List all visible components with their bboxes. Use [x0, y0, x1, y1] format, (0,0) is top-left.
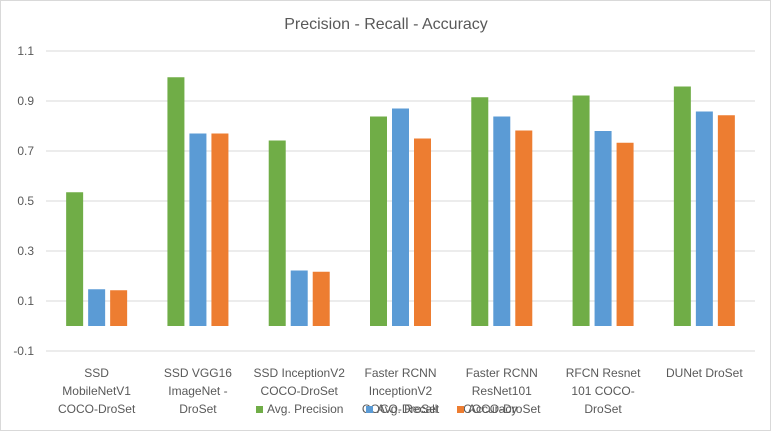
- category-label: RFCN Resnet: [566, 366, 641, 380]
- category-label: MobileNetV1: [62, 384, 131, 398]
- bar: [189, 133, 207, 326]
- category-label: DUNet DroSet: [666, 366, 743, 380]
- bar: [572, 95, 590, 326]
- category-label: DroSet: [179, 402, 217, 416]
- legend: Avg. Precision Avg. Recall Accuracy: [256, 402, 517, 416]
- bar: [616, 142, 634, 326]
- y-tick-label: -0.1: [13, 344, 34, 358]
- bar: [594, 131, 612, 326]
- bar: [88, 289, 106, 326]
- category-label: 101 COCO-: [571, 384, 634, 398]
- legend-swatch: [457, 406, 464, 413]
- legend-swatch: [256, 406, 263, 413]
- bar: [370, 116, 387, 326]
- legend-swatch: [366, 406, 373, 413]
- y-axis-ticks: -0.1 0.1 0.3 0.5 0.7 0.9 1.1: [13, 44, 34, 358]
- category-label: COCO-DroSet: [362, 402, 440, 416]
- category-label: COCO-DroSet: [261, 384, 339, 398]
- category-label: Faster RCNN: [466, 366, 538, 380]
- bar: [66, 192, 84, 326]
- bar: [471, 97, 489, 326]
- y-tick-label: 0.1: [17, 294, 34, 308]
- category-label: SSD InceptionV2: [254, 366, 346, 380]
- bar: [110, 290, 128, 326]
- bar: [695, 111, 713, 326]
- legend-label: Avg. Recall: [377, 402, 437, 416]
- category-label: SSD: [84, 366, 109, 380]
- y-tick-label: 0.3: [17, 244, 34, 258]
- y-tick-label: 1.1: [17, 44, 34, 58]
- category-label: Faster RCNN: [364, 366, 436, 380]
- legend-label: Accuracy: [468, 402, 517, 416]
- bar: [717, 115, 735, 326]
- category-label: ResNet101: [472, 384, 532, 398]
- bar: [211, 133, 229, 326]
- bar: [392, 108, 409, 326]
- y-tick-label: 0.7: [17, 144, 34, 158]
- category-label: SSD VGG16: [164, 366, 232, 380]
- bars: [66, 77, 735, 326]
- legend-item: Avg. Recall: [366, 402, 437, 416]
- y-tick-label: 0.9: [17, 94, 34, 108]
- bar: [167, 77, 185, 326]
- legend-item: Accuracy: [457, 402, 517, 416]
- legend-item: Avg. Precision: [256, 402, 343, 416]
- bar: [268, 140, 286, 326]
- bar: [493, 116, 511, 326]
- bar: [312, 271, 330, 326]
- chart-title: Precision - Recall - Accuracy: [284, 16, 488, 33]
- category-label: DroSet: [584, 402, 622, 416]
- y-tick-label: 0.5: [17, 194, 34, 208]
- bar: [290, 270, 308, 326]
- bar: [673, 86, 691, 326]
- x-axis-categories: SSD MobileNetV1 COCO-DroSet SSD VGG16 ImageN…: [58, 366, 743, 416]
- category-label: COCO-DroSet: [463, 402, 541, 416]
- bar: [414, 138, 431, 326]
- bar: [515, 130, 533, 326]
- category-label: InceptionV2: [369, 384, 433, 398]
- category-label: ImageNet -: [168, 384, 227, 398]
- legend-label: Avg. Precision: [267, 402, 343, 416]
- category-label: COCO-DroSet: [58, 402, 136, 416]
